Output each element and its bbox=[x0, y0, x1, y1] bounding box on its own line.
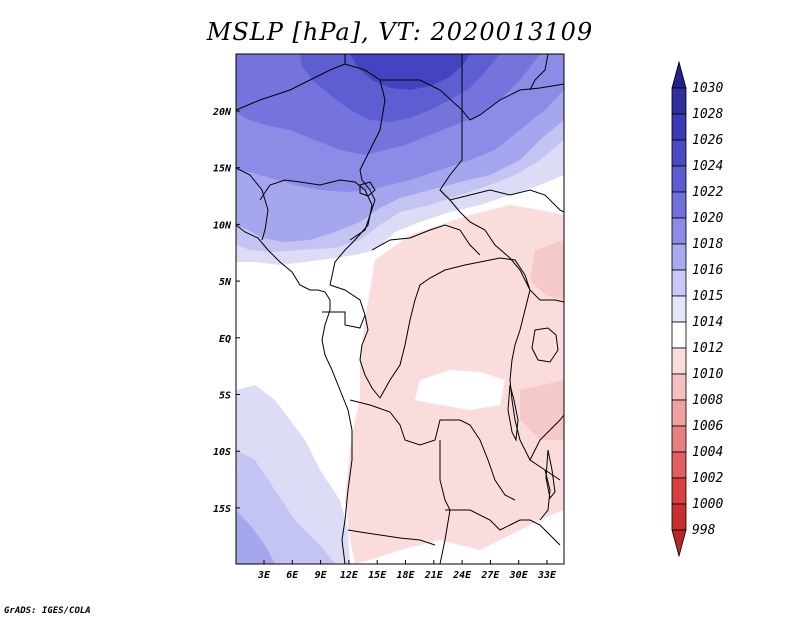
figure-title: MSLP [hPa], VT: 2020013109 bbox=[206, 18, 593, 46]
border-west-inner bbox=[236, 167, 269, 241]
lat-tick-label: 15S bbox=[213, 504, 231, 515]
lake-malawi bbox=[545, 449, 556, 500]
colorbar-swatch bbox=[671, 113, 687, 141]
lat-tick-label: 5N bbox=[219, 277, 232, 288]
colorbar-label: 998 bbox=[692, 523, 716, 538]
field-light-blue-south bbox=[236, 450, 335, 564]
lon-tick-label: 9E bbox=[315, 570, 328, 581]
longitude-axis: 3E 6E 9E 12E 15E 18E 21E 24E 27E 30E 33E bbox=[257, 560, 557, 581]
border-car bbox=[371, 224, 481, 256]
colorbar-bottom-arrow bbox=[671, 529, 687, 558]
coastline-west-africa bbox=[236, 224, 353, 564]
field-blue-south bbox=[236, 510, 275, 564]
colorbar-swatch bbox=[671, 217, 687, 245]
lon-tick-label: 3E bbox=[257, 570, 271, 581]
grads-credit: GrADS: IGES/COLA bbox=[4, 606, 91, 616]
colorbar-label: 1020 bbox=[692, 211, 723, 226]
lat-tick-label: 20N bbox=[212, 107, 232, 118]
lat-tick-label: 5S bbox=[219, 391, 231, 402]
lat-tick-label: EQ bbox=[219, 334, 231, 345]
border-east-coast bbox=[529, 54, 549, 91]
colorbar-swatch bbox=[671, 87, 687, 115]
colorbar-label: 1018 bbox=[692, 237, 723, 252]
lake-chad bbox=[359, 181, 376, 197]
border-gabon bbox=[322, 311, 366, 329]
colorbar-swatch bbox=[671, 399, 687, 427]
colorbar-label: 1012 bbox=[692, 341, 723, 356]
colorbar-swatch bbox=[671, 425, 687, 453]
field-pink-east bbox=[530, 240, 564, 300]
colorbar-label: 1030 bbox=[692, 81, 723, 96]
border-cameroon bbox=[329, 284, 381, 399]
border-north-5 bbox=[461, 83, 564, 121]
lon-tick-label: 27E bbox=[480, 570, 500, 581]
border-zambia bbox=[439, 440, 451, 564]
field-pink-southeast bbox=[520, 380, 564, 440]
colorbar-swatch bbox=[671, 191, 687, 219]
border-malawi bbox=[539, 469, 551, 521]
border-tanzania bbox=[529, 414, 564, 461]
colorbar-swatch bbox=[671, 347, 687, 375]
colorbar-label: 1022 bbox=[692, 185, 723, 200]
colorbar-label: 1026 bbox=[692, 133, 723, 148]
map-area: 3E 6E 9E 12E 15E 18E 21E 24E 27E 30E 33E 20N 15N 10N… bbox=[212, 53, 565, 581]
colorbar-label: 1000 bbox=[692, 497, 723, 512]
border-angola bbox=[349, 399, 516, 501]
lake-victoria bbox=[531, 327, 559, 363]
colorbar-label: 1016 bbox=[692, 263, 723, 278]
colorbar-swatch bbox=[671, 139, 687, 167]
lon-tick-label: 12E bbox=[340, 570, 359, 581]
colorbar: 1030 1028 1026 1024 1022 1020 1018 1016 1015 1014… bbox=[671, 60, 723, 558]
colorbar-label: 1004 bbox=[692, 445, 723, 460]
lon-tick-label: 6E bbox=[286, 570, 299, 581]
border-north-1 bbox=[236, 63, 386, 241]
colorbar-swatch bbox=[671, 477, 687, 505]
colorbar-label: 1028 bbox=[692, 107, 723, 122]
border-angola-south bbox=[347, 529, 436, 546]
colorbar-swatch bbox=[671, 373, 687, 401]
lon-tick-label: 21E bbox=[424, 570, 444, 581]
border-zambia-east bbox=[445, 509, 561, 546]
colorbar-label: 1014 bbox=[692, 315, 723, 330]
map-frame bbox=[235, 53, 565, 565]
field-white-basin bbox=[415, 370, 505, 410]
lat-tick-label: 10N bbox=[213, 220, 232, 231]
colorbar-swatch bbox=[671, 243, 687, 271]
lat-tick-label: 10S bbox=[213, 447, 231, 458]
colorbar-swatch bbox=[671, 321, 687, 349]
colorbar-swatch bbox=[671, 451, 687, 479]
lon-tick-label: 33E bbox=[537, 570, 557, 581]
colorbar-swatch bbox=[671, 503, 687, 531]
lon-tick-label: 18E bbox=[396, 570, 415, 581]
country-borders bbox=[236, 54, 564, 564]
colorbar-label: 1002 bbox=[692, 471, 723, 486]
pressure-field bbox=[236, 54, 564, 564]
border-sudan bbox=[439, 189, 564, 213]
border-congo-drc bbox=[379, 257, 531, 399]
latitude-axis: 20N 15N 10N 5N EQ 5S 10S 15S bbox=[212, 107, 240, 515]
colorbar-swatch bbox=[671, 269, 687, 297]
lon-tick-label: 24E bbox=[452, 570, 472, 581]
border-north-3 bbox=[380, 54, 463, 112]
colorbar-label: 1015 bbox=[692, 289, 723, 304]
colorbar-top-arrow bbox=[671, 60, 687, 89]
colorbar-label: 1024 bbox=[692, 159, 723, 174]
colorbar-label: 1008 bbox=[692, 393, 723, 408]
lake-tanganyika bbox=[507, 384, 519, 442]
lon-tick-label: 15E bbox=[368, 570, 387, 581]
colorbar-swatch bbox=[671, 165, 687, 193]
lat-tick-label: 15N bbox=[213, 164, 232, 175]
border-north-4 bbox=[439, 110, 564, 303]
colorbar-label: 1006 bbox=[692, 419, 723, 434]
lon-tick-label: 30E bbox=[509, 570, 529, 581]
colorbar-swatch bbox=[671, 295, 687, 323]
colorbar-label: 1010 bbox=[692, 367, 723, 382]
